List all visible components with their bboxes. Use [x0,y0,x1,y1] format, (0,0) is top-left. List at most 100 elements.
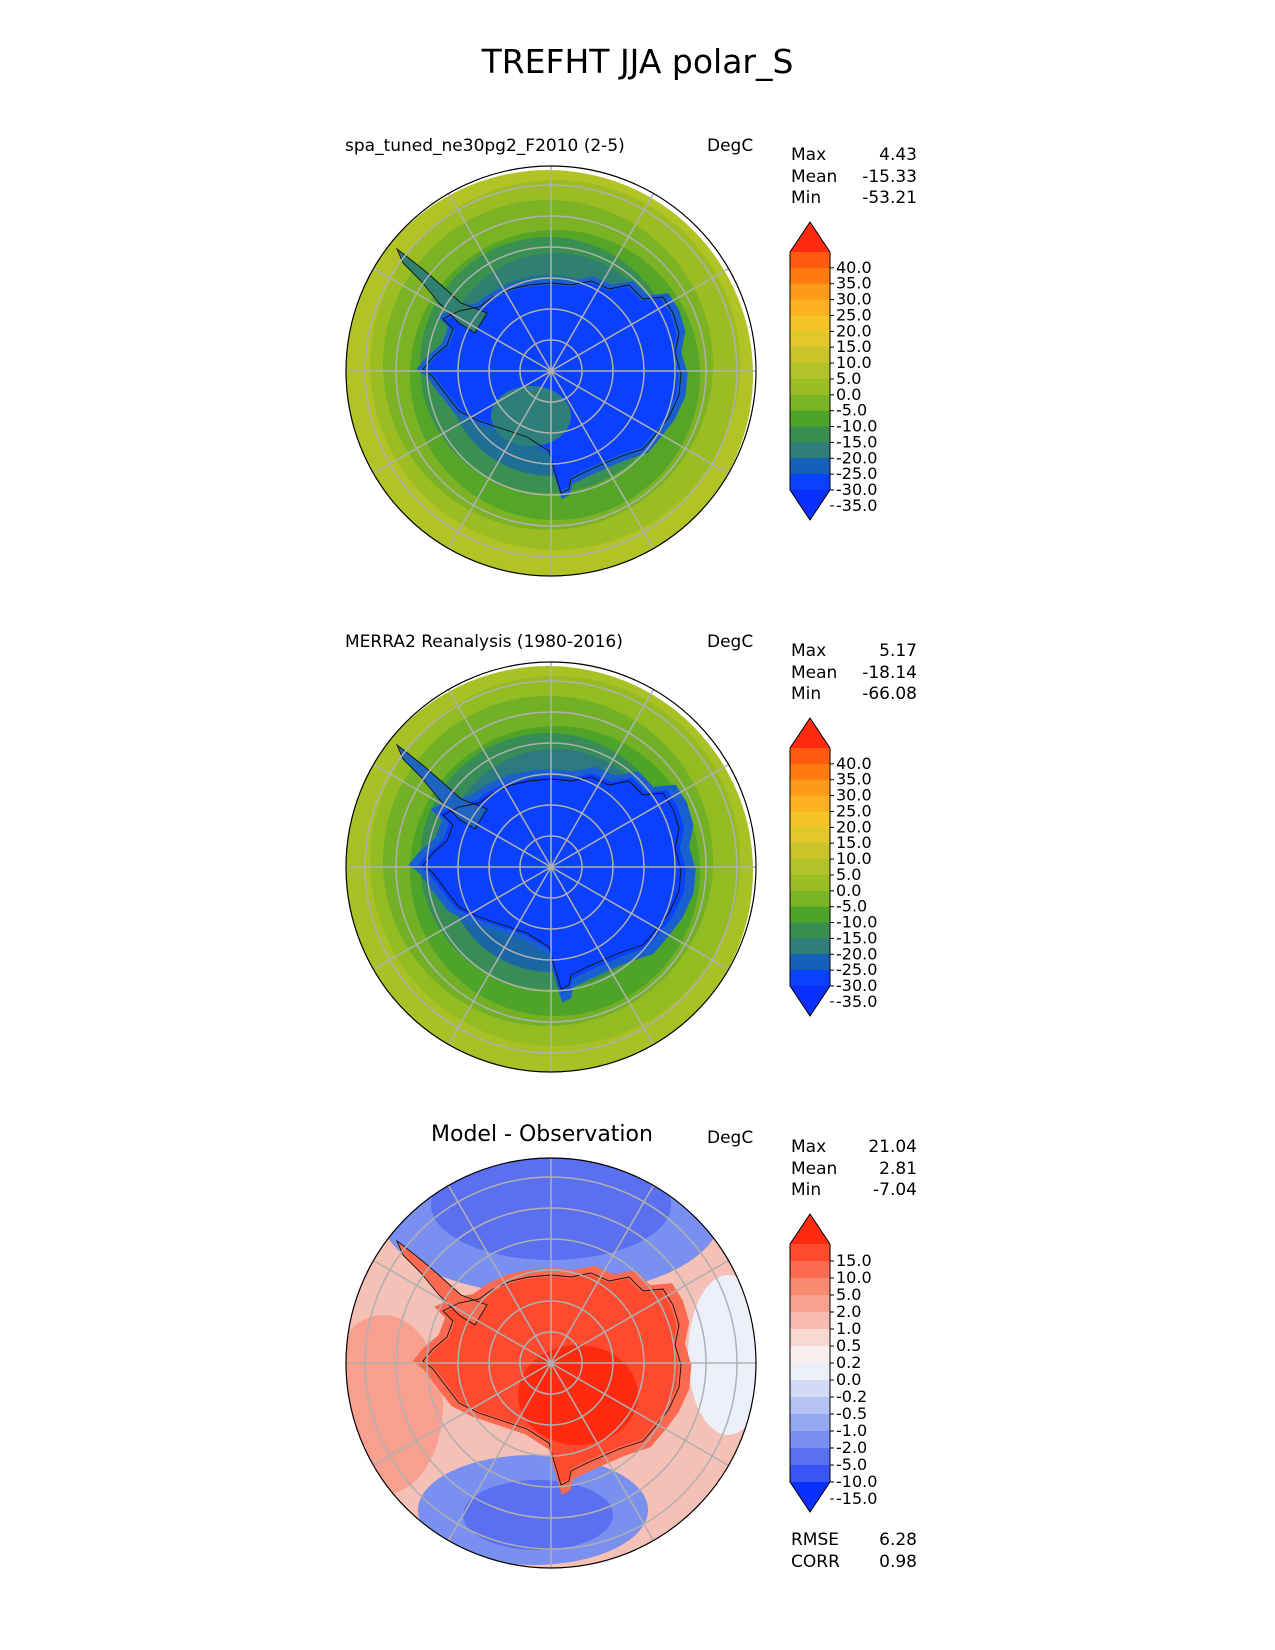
colorbar-band [790,426,830,443]
meridian-gridline [447,689,552,868]
colorbar-band [790,1431,830,1449]
colorbar-band [790,474,830,491]
colorbar-tick-label: 0.0 [836,1370,861,1389]
meridian-gridline [447,193,552,372]
meridian-gridline [550,763,729,868]
panel-3-units: DegC [707,1128,754,1148]
colorbar-tick-label: 0.0 [836,881,861,900]
colorbar-tick-label: 10.0 [836,1268,872,1287]
colorbar-tick-label: -15.0 [836,432,877,451]
stat-min-value: -53.21 [862,188,917,208]
colorbar-tick-label: -20.0 [836,944,877,963]
colorbar-tick-label: 15.0 [836,1251,872,1270]
colorbar-band [790,1295,830,1313]
panel-2-title: MERRA2 Reanalysis (1980-2016) [345,632,623,652]
colorbar-band [790,378,830,396]
colorbar-band [790,283,830,301]
colorbar-extend-bottom [790,1482,830,1512]
colorbar-tick-label: -10.0 [836,913,877,932]
colorbar-band [790,1397,830,1415]
stat-mean-label: Mean [791,1158,838,1179]
coastline [395,247,488,334]
colorbar-band [790,874,830,892]
colorbar-band [790,299,830,316]
colorbar-tick-label: -35.0 [836,992,877,1011]
colorbar-band [790,347,830,364]
colorbar-tick-label: 30.0 [836,290,872,309]
colorbar-band [790,458,830,475]
meridian-gridline [550,1362,729,1467]
colorbar-band [790,938,830,955]
colorbar-tick-label: 25.0 [836,801,872,820]
colorbar-band [790,1312,830,1330]
colorbar-extend-bottom [790,490,830,520]
colorbar-band [790,394,830,412]
colorbar-tick-label: 10.0 [836,353,872,372]
colorbar-band [790,763,830,781]
colorbar-tick-label: 30.0 [836,786,872,805]
colorbar-band [790,906,830,924]
stat-mean-value: 2.81 [879,1158,917,1179]
colorbar-tick-label: 25.0 [836,305,872,324]
stat-min-label: Min [791,188,822,208]
meridian-gridline [373,267,552,372]
colorbar-tick-label: 0.0 [836,385,861,404]
meridian-gridline [373,763,552,868]
colorbar-tick-label: -15.0 [836,928,877,947]
colorbar-tick-label: -25.0 [836,464,877,483]
panel-3-title: Model - Observation [431,1122,653,1147]
meridian-gridline [550,1362,655,1541]
colorbar-tick-label: -35.0 [836,496,877,515]
peninsula-contour [397,1241,487,1325]
figure-title: TREFHT JJA polar_S [481,42,794,81]
panel-1-units: DegC [707,136,754,156]
colorbar-tick-label: 15.0 [836,833,872,852]
colorbar-tick-label: -5.0 [836,897,867,916]
colorbar-band [790,442,830,459]
meridian-gridline [550,370,655,549]
panel-2-colorbar: 40.035.030.025.020.015.010.05.00.0-5.0-1… [789,717,877,1017]
colorbar-tick-label: -20.0 [836,448,877,467]
colorbar-band [790,1363,830,1381]
colorbar-extend-top [790,1214,830,1244]
panel-1-title: spa_tuned_ne30pg2_F2010 (2-5) [345,136,625,156]
coastline [395,743,488,830]
colorbar-tick-label: 40.0 [836,754,872,773]
stat-max-value: 5.17 [879,641,917,661]
colorbar-tick-label: -0.5 [836,1404,867,1423]
colorbar-band [790,315,830,332]
colorbar-band [790,1346,830,1364]
colorbar-band [790,922,830,939]
colorbar-extend-bottom [790,986,830,1016]
positive-bias-region [346,1315,443,1495]
stat-mean-value: -18.14 [862,662,917,683]
colorbar-tick-label: -1.0 [836,1421,867,1440]
stat-mean-label: Mean [791,166,838,187]
colorbar-tick-label: -10.0 [836,417,877,436]
panel-3-polar-map [345,1157,757,1569]
colorbar-tick-label: -5.0 [836,401,867,420]
colorbar-tick-label: 20.0 [836,321,872,340]
meridian-gridline [447,1362,552,1541]
negative-bias-region [463,1480,613,1550]
meridian-gridline [550,1259,729,1364]
colorbar-band [790,1465,830,1483]
colorbar-band [790,1448,830,1466]
panel-2-stats: Max 5.17 Mean -18.14 Min -66.08 [791,641,917,706]
colorbar-band [790,267,830,285]
panel-3-colorbar: 15.010.05.02.01.00.50.20.0-0.2-0.5-1.0-2… [789,1213,877,1513]
positive-bias-region [518,1345,638,1445]
colorbar-tick-label: -10.0 [836,1472,877,1491]
colorbar-band [790,1329,830,1347]
meridian-gridline [550,370,729,475]
meridian-gridline [447,866,552,1045]
colorbar-tick-label: -2.0 [836,1438,867,1457]
colorbar-tick-label: 2.0 [836,1302,861,1321]
colorbar-tick-label: 20.0 [836,817,872,836]
panel-2-polar-map [345,661,757,1073]
colorbar-tick-label: 10.0 [836,849,872,868]
colorbar-tick-label: 0.2 [836,1353,861,1372]
coastline [422,776,682,990]
stat-max-label: Max [791,1137,827,1157]
panel-3-metrics: RMSE 6.28 CORR 0.98 [791,1530,917,1573]
